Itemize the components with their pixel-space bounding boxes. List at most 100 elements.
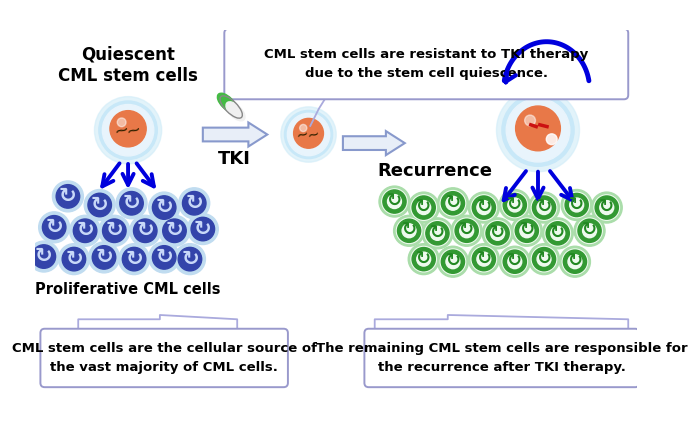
Circle shape bbox=[130, 215, 161, 246]
Text: ↻: ↻ bbox=[122, 193, 141, 213]
Circle shape bbox=[162, 219, 186, 243]
Circle shape bbox=[561, 189, 592, 220]
Circle shape bbox=[416, 252, 430, 266]
Text: ↻: ↻ bbox=[476, 250, 491, 268]
Circle shape bbox=[545, 221, 570, 246]
Circle shape bbox=[59, 243, 90, 275]
Circle shape bbox=[499, 246, 531, 277]
Text: Quiescent
CML stem cells: Quiescent CML stem cells bbox=[58, 46, 198, 85]
Text: ↻: ↻ bbox=[536, 198, 552, 216]
Circle shape bbox=[524, 115, 536, 126]
Circle shape bbox=[56, 185, 80, 208]
Circle shape bbox=[284, 111, 332, 159]
Circle shape bbox=[577, 218, 602, 243]
Text: ↻: ↻ bbox=[106, 220, 123, 241]
Circle shape bbox=[122, 247, 146, 271]
Circle shape bbox=[533, 248, 556, 271]
Circle shape bbox=[508, 198, 522, 212]
Circle shape bbox=[551, 226, 565, 240]
Text: ↻: ↻ bbox=[46, 217, 63, 237]
Circle shape bbox=[564, 192, 589, 218]
Circle shape bbox=[110, 111, 146, 147]
Circle shape bbox=[402, 224, 416, 238]
Text: ↻: ↻ bbox=[76, 220, 94, 241]
Text: Recurrence: Recurrence bbox=[377, 162, 492, 180]
Circle shape bbox=[159, 215, 190, 246]
Text: ↻: ↻ bbox=[194, 219, 211, 238]
Circle shape bbox=[503, 193, 526, 216]
Circle shape bbox=[506, 98, 570, 162]
Text: ↻: ↻ bbox=[508, 195, 522, 214]
Circle shape bbox=[408, 243, 439, 275]
Circle shape bbox=[94, 97, 162, 164]
Circle shape bbox=[383, 190, 406, 213]
Circle shape bbox=[592, 192, 622, 223]
Circle shape bbox=[411, 246, 436, 272]
Circle shape bbox=[582, 224, 596, 238]
Circle shape bbox=[118, 118, 126, 127]
Circle shape bbox=[29, 241, 60, 272]
Circle shape bbox=[499, 189, 531, 220]
Circle shape bbox=[482, 218, 513, 249]
Circle shape bbox=[441, 192, 465, 215]
Circle shape bbox=[43, 216, 66, 239]
Circle shape bbox=[528, 243, 559, 275]
Text: ↻: ↻ bbox=[599, 198, 615, 216]
Circle shape bbox=[183, 192, 206, 215]
Ellipse shape bbox=[226, 102, 245, 121]
Circle shape bbox=[473, 196, 496, 219]
Circle shape bbox=[398, 219, 421, 242]
Circle shape bbox=[32, 245, 55, 268]
Circle shape bbox=[88, 242, 120, 273]
Text: ↻: ↻ bbox=[186, 193, 203, 213]
Circle shape bbox=[62, 247, 85, 271]
Text: ↻: ↻ bbox=[402, 221, 416, 239]
Circle shape bbox=[565, 193, 588, 216]
Circle shape bbox=[460, 224, 474, 238]
Circle shape bbox=[438, 188, 468, 219]
Circle shape bbox=[382, 189, 407, 214]
Circle shape bbox=[502, 192, 528, 218]
Circle shape bbox=[574, 215, 605, 246]
Circle shape bbox=[537, 252, 551, 266]
Text: ↻: ↻ bbox=[445, 252, 461, 270]
Circle shape bbox=[600, 200, 614, 214]
Text: CML stem cells are resistant to TKI therapy
due to the stem cell quiescence.: CML stem cells are resistant to TKI ther… bbox=[264, 48, 589, 80]
Circle shape bbox=[293, 119, 323, 148]
Circle shape bbox=[438, 246, 468, 277]
Circle shape bbox=[542, 218, 573, 249]
Circle shape bbox=[578, 219, 601, 242]
Text: CML stem cells are the cellular source of
the vast majority of CML cells.: CML stem cells are the cellular source o… bbox=[12, 342, 316, 374]
Circle shape bbox=[503, 250, 526, 273]
Circle shape bbox=[441, 250, 465, 273]
Circle shape bbox=[486, 222, 509, 245]
Circle shape bbox=[393, 215, 425, 246]
Text: ↻: ↻ bbox=[136, 220, 154, 241]
Circle shape bbox=[546, 222, 569, 245]
Circle shape bbox=[118, 243, 150, 275]
Circle shape bbox=[594, 195, 620, 220]
Text: ↻: ↻ bbox=[59, 186, 77, 206]
Circle shape bbox=[430, 226, 444, 240]
Circle shape bbox=[92, 246, 116, 269]
Text: ↻: ↻ bbox=[125, 249, 143, 269]
Text: ↻: ↻ bbox=[430, 224, 445, 242]
Text: ~: ~ bbox=[111, 119, 130, 141]
Circle shape bbox=[515, 219, 538, 242]
Text: ↻: ↻ bbox=[568, 252, 582, 270]
Circle shape bbox=[281, 107, 336, 162]
Circle shape bbox=[595, 196, 618, 219]
Text: ↻: ↻ bbox=[65, 249, 83, 269]
Circle shape bbox=[52, 181, 83, 212]
Circle shape bbox=[379, 186, 410, 217]
Circle shape bbox=[533, 196, 556, 219]
FancyArrow shape bbox=[343, 131, 405, 155]
Text: ~: ~ bbox=[295, 126, 310, 143]
Circle shape bbox=[568, 255, 582, 269]
Text: ↻: ↻ bbox=[91, 195, 108, 214]
Text: ~: ~ bbox=[124, 119, 143, 141]
Circle shape bbox=[570, 198, 584, 212]
Circle shape bbox=[416, 200, 430, 214]
Text: ↻: ↻ bbox=[582, 221, 597, 239]
Circle shape bbox=[446, 196, 460, 210]
